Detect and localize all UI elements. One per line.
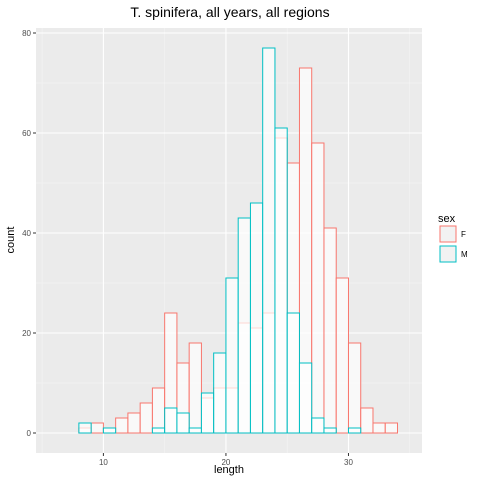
bar-m-18: [200, 392, 215, 434]
bar-m-19: [213, 352, 227, 434]
bar-m-24: [274, 127, 288, 434]
bar-m-30: [347, 427, 362, 434]
bar-f-28: [323, 227, 337, 434]
y-tick-label: 80: [22, 29, 31, 38]
bar-f-30: [347, 342, 362, 434]
bar-f-27: [311, 142, 325, 434]
legend-label-f: F: [461, 230, 466, 239]
bar-f-12: [127, 412, 141, 434]
bar-f-31: [360, 407, 374, 434]
y-tick-label: 40: [22, 229, 31, 238]
y-tick-label: 60: [22, 129, 31, 138]
bar-f-14: [151, 387, 166, 434]
bar-m-26: [298, 362, 313, 434]
x-tick-label: 30: [344, 458, 353, 467]
bar-f-9: [90, 422, 104, 434]
x-tick-label: 10: [99, 458, 108, 467]
y-axis-title: count: [5, 227, 17, 254]
bar-f-17: [188, 342, 202, 434]
bar-m-22: [249, 202, 264, 434]
x-axis: 10 20 30: [99, 453, 353, 467]
x-tick-label: 20: [221, 458, 230, 467]
bar-f-29: [335, 277, 349, 434]
x-axis-title: length: [214, 464, 244, 476]
bar-m-10: [102, 427, 117, 434]
bar-m-25: [286, 312, 300, 434]
chart-title: T. spinifera, all years, all regions: [130, 4, 329, 20]
bar-m-21: [237, 217, 251, 434]
bar-f-11: [115, 417, 129, 434]
bar-m-23: [262, 47, 276, 434]
bar-m-28: [323, 427, 337, 434]
series-m-bars: [78, 47, 362, 434]
bar-m-16: [176, 412, 190, 434]
legend-title: sex: [438, 213, 456, 225]
bar-m-27: [311, 417, 325, 434]
bar-f-32: [372, 422, 386, 434]
y-axis: 0 20 40 60 80: [22, 29, 36, 438]
y-tick-label: 20: [22, 329, 31, 338]
y-tick-label: 0: [27, 429, 32, 438]
bar-m-8: [78, 422, 92, 434]
legend-label-m: M: [461, 250, 468, 259]
bar-m-15: [164, 407, 178, 434]
bar-m-14: [151, 427, 166, 434]
bar-m-17: [188, 427, 202, 434]
legend-key-f: [439, 225, 457, 243]
legend: sex F M: [438, 213, 468, 263]
bar-f-33: [384, 422, 398, 434]
legend-key-m: [439, 245, 457, 263]
bar-m-20: [225, 277, 239, 434]
bar-f-13: [139, 402, 153, 434]
